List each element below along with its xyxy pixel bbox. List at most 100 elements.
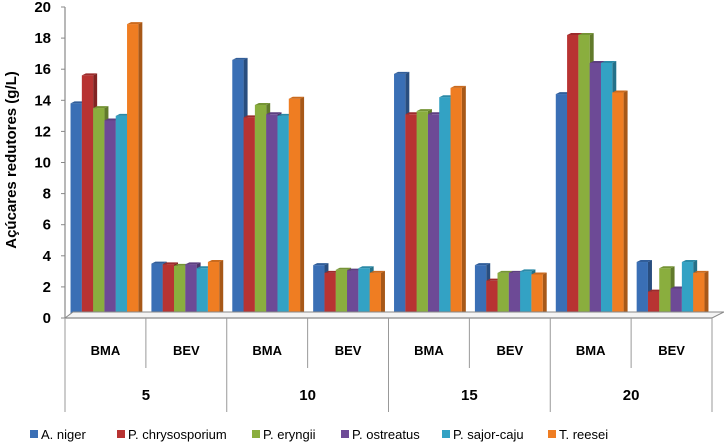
bar-side bbox=[461, 85, 466, 318]
y-axis-label: Açúcares redutores (g/L) bbox=[3, 71, 20, 249]
bar bbox=[612, 90, 628, 319]
bar-top bbox=[567, 32, 583, 35]
bar-top bbox=[497, 270, 513, 273]
bar-top bbox=[600, 60, 617, 63]
bar-face bbox=[555, 94, 568, 318]
group-label: 15 bbox=[461, 387, 478, 404]
legend-swatch bbox=[548, 430, 556, 438]
bar-top bbox=[358, 266, 374, 269]
bar-face bbox=[207, 262, 220, 318]
bar-face bbox=[508, 272, 521, 318]
bar-face bbox=[232, 59, 244, 319]
bar-face bbox=[497, 272, 509, 318]
bar bbox=[369, 270, 385, 318]
bar-top bbox=[288, 96, 305, 99]
bar-face bbox=[104, 120, 116, 318]
bar-face bbox=[81, 75, 94, 318]
bar-face bbox=[196, 268, 208, 318]
bar-side bbox=[380, 270, 385, 318]
bar-face bbox=[277, 115, 289, 318]
group-label: 10 bbox=[299, 387, 316, 404]
y-tick-label: 2 bbox=[43, 279, 51, 296]
bars bbox=[70, 22, 709, 319]
bar-face bbox=[243, 117, 255, 318]
bar-face bbox=[612, 92, 624, 319]
bar-face bbox=[70, 103, 82, 318]
group-label: 5 bbox=[142, 387, 150, 404]
legend: A. niger P. chrysosporium P. eryngii P. ost… bbox=[30, 427, 608, 442]
y-tick-label: 6 bbox=[43, 217, 51, 234]
y-tick-label: 4 bbox=[43, 248, 52, 265]
bar-top bbox=[93, 106, 109, 109]
bar-face bbox=[600, 62, 613, 319]
bar-top bbox=[185, 262, 201, 265]
y-tick-label: 20 bbox=[34, 0, 51, 16]
bar-face bbox=[427, 114, 440, 318]
bar-side bbox=[623, 90, 628, 319]
bar-face bbox=[324, 272, 336, 318]
y-tick-label: 14 bbox=[34, 92, 51, 109]
bar-face bbox=[127, 24, 139, 318]
bar-face bbox=[636, 262, 648, 318]
bar-face bbox=[647, 291, 660, 318]
bar-face bbox=[313, 265, 325, 318]
y-axis: 0 2 4 6 8 10 12 14 16 18 20 bbox=[34, 0, 66, 327]
bar-face bbox=[416, 111, 428, 318]
bar-face bbox=[474, 265, 487, 318]
bar bbox=[531, 272, 547, 318]
y-tick-label: 16 bbox=[34, 61, 51, 78]
legend-label: P. ostreatus bbox=[352, 427, 420, 442]
chart-floor bbox=[63, 311, 724, 319]
y-tick-label: 12 bbox=[34, 123, 51, 140]
legend-swatch bbox=[117, 430, 125, 438]
bar-face bbox=[288, 98, 301, 319]
bar bbox=[207, 260, 224, 318]
bar bbox=[127, 22, 143, 318]
legend-item: T. reesei bbox=[548, 427, 608, 442]
bar-face bbox=[681, 262, 694, 318]
bar-side bbox=[704, 270, 709, 318]
bar-face bbox=[486, 280, 498, 318]
legend-item: P. sajor-caju bbox=[442, 427, 524, 442]
bar-top bbox=[81, 73, 98, 76]
y-tick-label: 18 bbox=[34, 30, 51, 47]
bar-face bbox=[174, 265, 186, 318]
bar-top bbox=[394, 71, 410, 74]
bar-face bbox=[162, 264, 175, 318]
legend-swatch bbox=[341, 430, 349, 438]
bar-top bbox=[450, 85, 466, 88]
bar-top bbox=[162, 262, 179, 265]
bar-top bbox=[578, 32, 594, 35]
y-tick-label: 0 bbox=[43, 310, 51, 327]
legend-swatch bbox=[252, 430, 260, 438]
bar-face bbox=[693, 272, 705, 318]
bar-top bbox=[589, 60, 605, 63]
bar-side bbox=[300, 96, 305, 319]
bar-face bbox=[450, 87, 462, 318]
bar-top bbox=[416, 109, 432, 112]
bar-face bbox=[567, 34, 579, 319]
y-tick-label: 8 bbox=[43, 186, 51, 203]
bar-top bbox=[612, 90, 628, 93]
bar-top bbox=[335, 267, 352, 270]
bar-top bbox=[520, 269, 536, 272]
bar-face bbox=[93, 108, 105, 318]
bar-face bbox=[520, 271, 532, 318]
bar-face bbox=[369, 272, 381, 318]
bar-top bbox=[474, 263, 491, 266]
x-tick-label: BMA bbox=[252, 343, 282, 358]
bar-side bbox=[219, 260, 224, 318]
x-tick-label: BEV bbox=[496, 343, 523, 358]
bar-side bbox=[138, 22, 143, 318]
bar-top bbox=[313, 263, 329, 266]
bar-top bbox=[681, 260, 698, 263]
bar-face bbox=[659, 268, 671, 318]
bar-face bbox=[531, 274, 543, 318]
bar-top bbox=[254, 102, 271, 105]
y-tick-label: 10 bbox=[34, 155, 51, 172]
group-label: 20 bbox=[623, 387, 640, 404]
x-tick-label: BEV bbox=[173, 343, 200, 358]
bar bbox=[693, 270, 709, 318]
bar-face bbox=[670, 288, 682, 318]
